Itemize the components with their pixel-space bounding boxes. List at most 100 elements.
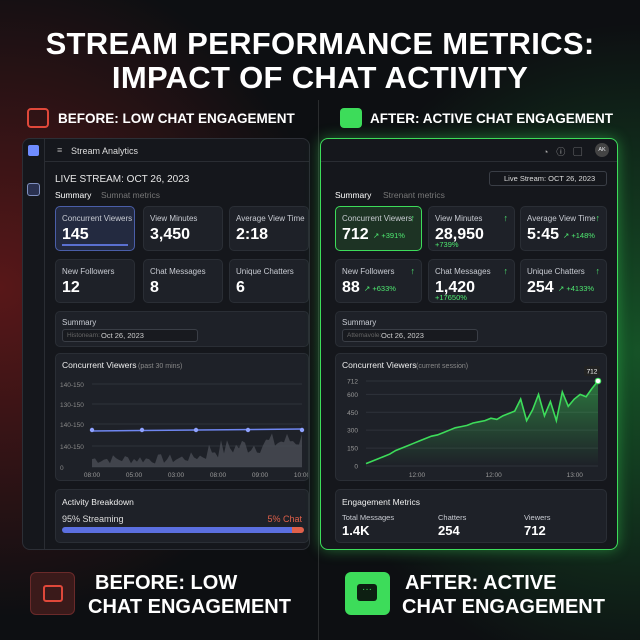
line-marker: [193, 427, 199, 433]
metric-value: 3,450: [150, 226, 191, 243]
x-tick-label: 05:00: [126, 472, 143, 479]
engagement-value: 1.4K: [342, 523, 370, 538]
y-tick-label: 140-150: [60, 444, 84, 451]
summary-panel: Summary Attemavole: Oct 26, 2023: [335, 311, 607, 347]
metric-label: Unique Chatters: [527, 267, 585, 276]
y-tick-label: 140-150: [60, 382, 84, 389]
metric-card: New Followers 88 ↗ +633% ↑: [335, 259, 422, 303]
before-dashboard: ≡ Stream Analytics LIVE STREAM: OCT 26, …: [22, 138, 311, 550]
metric-label: View Minutes: [150, 214, 198, 223]
metric-change: +17650%: [435, 293, 467, 302]
logo: [28, 145, 39, 156]
noise-area: [92, 433, 302, 467]
metric-card: View Minutes 28,950 +739% ↑: [428, 206, 515, 251]
app-name: Stream Analytics: [71, 146, 139, 156]
x-tick-label: 09:00: [252, 472, 269, 479]
chat-icon: [340, 108, 362, 128]
metric-card: View Minutes 3,450: [143, 206, 223, 251]
chart-subtitle: (past 30 mins): [138, 363, 182, 370]
chart-title: Concurrent Viewers: [342, 360, 417, 370]
tab[interactable]: Summary: [335, 190, 372, 200]
metric-card: Chat Messages 8: [143, 259, 223, 303]
topbar-line: [45, 161, 309, 162]
line-marker: [139, 427, 145, 433]
metric-value: 28,950: [435, 226, 484, 243]
toolbar-icons[interactable]: ◔ⓘ▢: [543, 147, 591, 157]
divider: [318, 100, 319, 640]
engagement-label: Chatters: [438, 513, 467, 522]
x-tick-label: 12:00: [485, 472, 502, 479]
metric-card: Concurrent Viewers 712 ↗ +391% ↑: [335, 206, 422, 251]
y-tick-label: 140-150: [60, 422, 84, 429]
point-label-box: [584, 366, 600, 376]
metric-change: +739%: [435, 240, 459, 249]
metric-value: 254: [527, 279, 554, 296]
chart-title: Concurrent Viewers: [62, 360, 137, 370]
date-field[interactable]: Histoneam: Oct 26, 2023: [62, 329, 198, 342]
before-chart: Concurrent Viewers (past 30 mins) 140-15…: [60, 360, 311, 479]
metric-card: Concurrent Viewers 145: [55, 206, 135, 251]
metric-label: Average View Time: [236, 214, 305, 223]
last-point: [594, 377, 602, 385]
menu-icon[interactable]: ≡: [57, 145, 63, 155]
metric-value: 712: [342, 226, 369, 243]
stream-title: LIVE STREAM: OCT 26, 2023: [55, 174, 190, 185]
metric-label: New Followers: [342, 267, 395, 276]
metric-label: Unique Chatters: [236, 267, 294, 276]
y-tick-label: 450: [347, 410, 358, 417]
tab[interactable]: Summary: [55, 190, 92, 200]
x-tick-label: 10:00: [294, 472, 308, 479]
date-field[interactable]: Attemavole: Oct 26, 2023: [342, 329, 478, 342]
line-marker: [89, 427, 95, 433]
metric-label: Concurrent Viewers: [342, 214, 413, 223]
nav-icon[interactable]: [27, 183, 40, 196]
streaming-label: 95% Streaming: [62, 514, 124, 524]
tab[interactable]: Sumnat metrics: [101, 190, 161, 200]
metric-value: 12: [62, 279, 80, 296]
title-line: STREAM PERFORMANCE METRICS:: [45, 26, 595, 61]
chart-panel: Concurrent Viewers (past 30 mins) 140-15…: [55, 353, 311, 481]
metric-card: Average View Time 5:45 ↗ +148% ↑: [520, 206, 607, 251]
metric-card: Unique Chatters 254 ↗ +4133% ↑: [520, 259, 607, 303]
metric-label: Concurrent Viewers: [62, 214, 133, 223]
metric-card: Average View Time 2:18: [229, 206, 309, 251]
footer-line: AFTER: ACTIVE: [405, 572, 557, 594]
tab[interactable]: Strenant metrics: [383, 190, 445, 200]
summary-title: Summary: [62, 318, 97, 327]
metric-label: Average View Time: [527, 214, 596, 223]
engagement-label: Total Messages: [342, 513, 395, 522]
footer-line: BEFORE: LOW: [95, 572, 238, 594]
activity-title: Activity Breakdown: [62, 497, 134, 507]
metric-change: ↗ +148%: [563, 231, 595, 240]
date-button[interactable]: Live Stream: OCT 26, 2023: [489, 171, 607, 186]
point-label: 712: [587, 369, 598, 376]
after-chart: Concurrent Viewers (current session) 0 15…: [342, 360, 602, 479]
engagement-value: 712: [524, 523, 546, 538]
trend-arrow: ↑: [503, 266, 509, 276]
line-marker: [299, 427, 305, 433]
chat-icon: [27, 108, 49, 128]
engagement-label: Viewers: [524, 513, 551, 522]
streaming-segment: [62, 527, 292, 533]
y-tick-label: 600: [347, 392, 358, 399]
after-heading: AFTER: ACTIVE CHAT ENGAGEMENT: [370, 111, 613, 126]
y-tick-label: 0: [354, 464, 358, 471]
viewer-line: [365, 380, 599, 465]
avatar[interactable]: AK: [595, 143, 609, 157]
x-tick-label: 03:00: [168, 472, 185, 479]
metric-card: New Followers 12: [55, 259, 135, 303]
footer-line: CHAT ENGAGEMENT: [88, 596, 291, 618]
x-tick-label: 08:00: [84, 472, 101, 479]
engagement-title: Engagement Metrics: [342, 497, 420, 507]
engagement-panel: Engagement Metrics Total Messages 1.4K Cha…: [335, 489, 607, 543]
field-date: Oct 26, 2023: [381, 331, 424, 340]
field-label: Attemavole:: [347, 332, 382, 339]
y-tick-label: 150: [347, 446, 358, 453]
metric-value: 88: [342, 279, 360, 296]
metric-value: 5:45: [527, 226, 560, 243]
metric-value: 1,420: [435, 279, 476, 296]
metric-value: 8: [150, 279, 159, 296]
y-tick-label: 0: [60, 465, 64, 472]
sidebar: [23, 139, 45, 549]
